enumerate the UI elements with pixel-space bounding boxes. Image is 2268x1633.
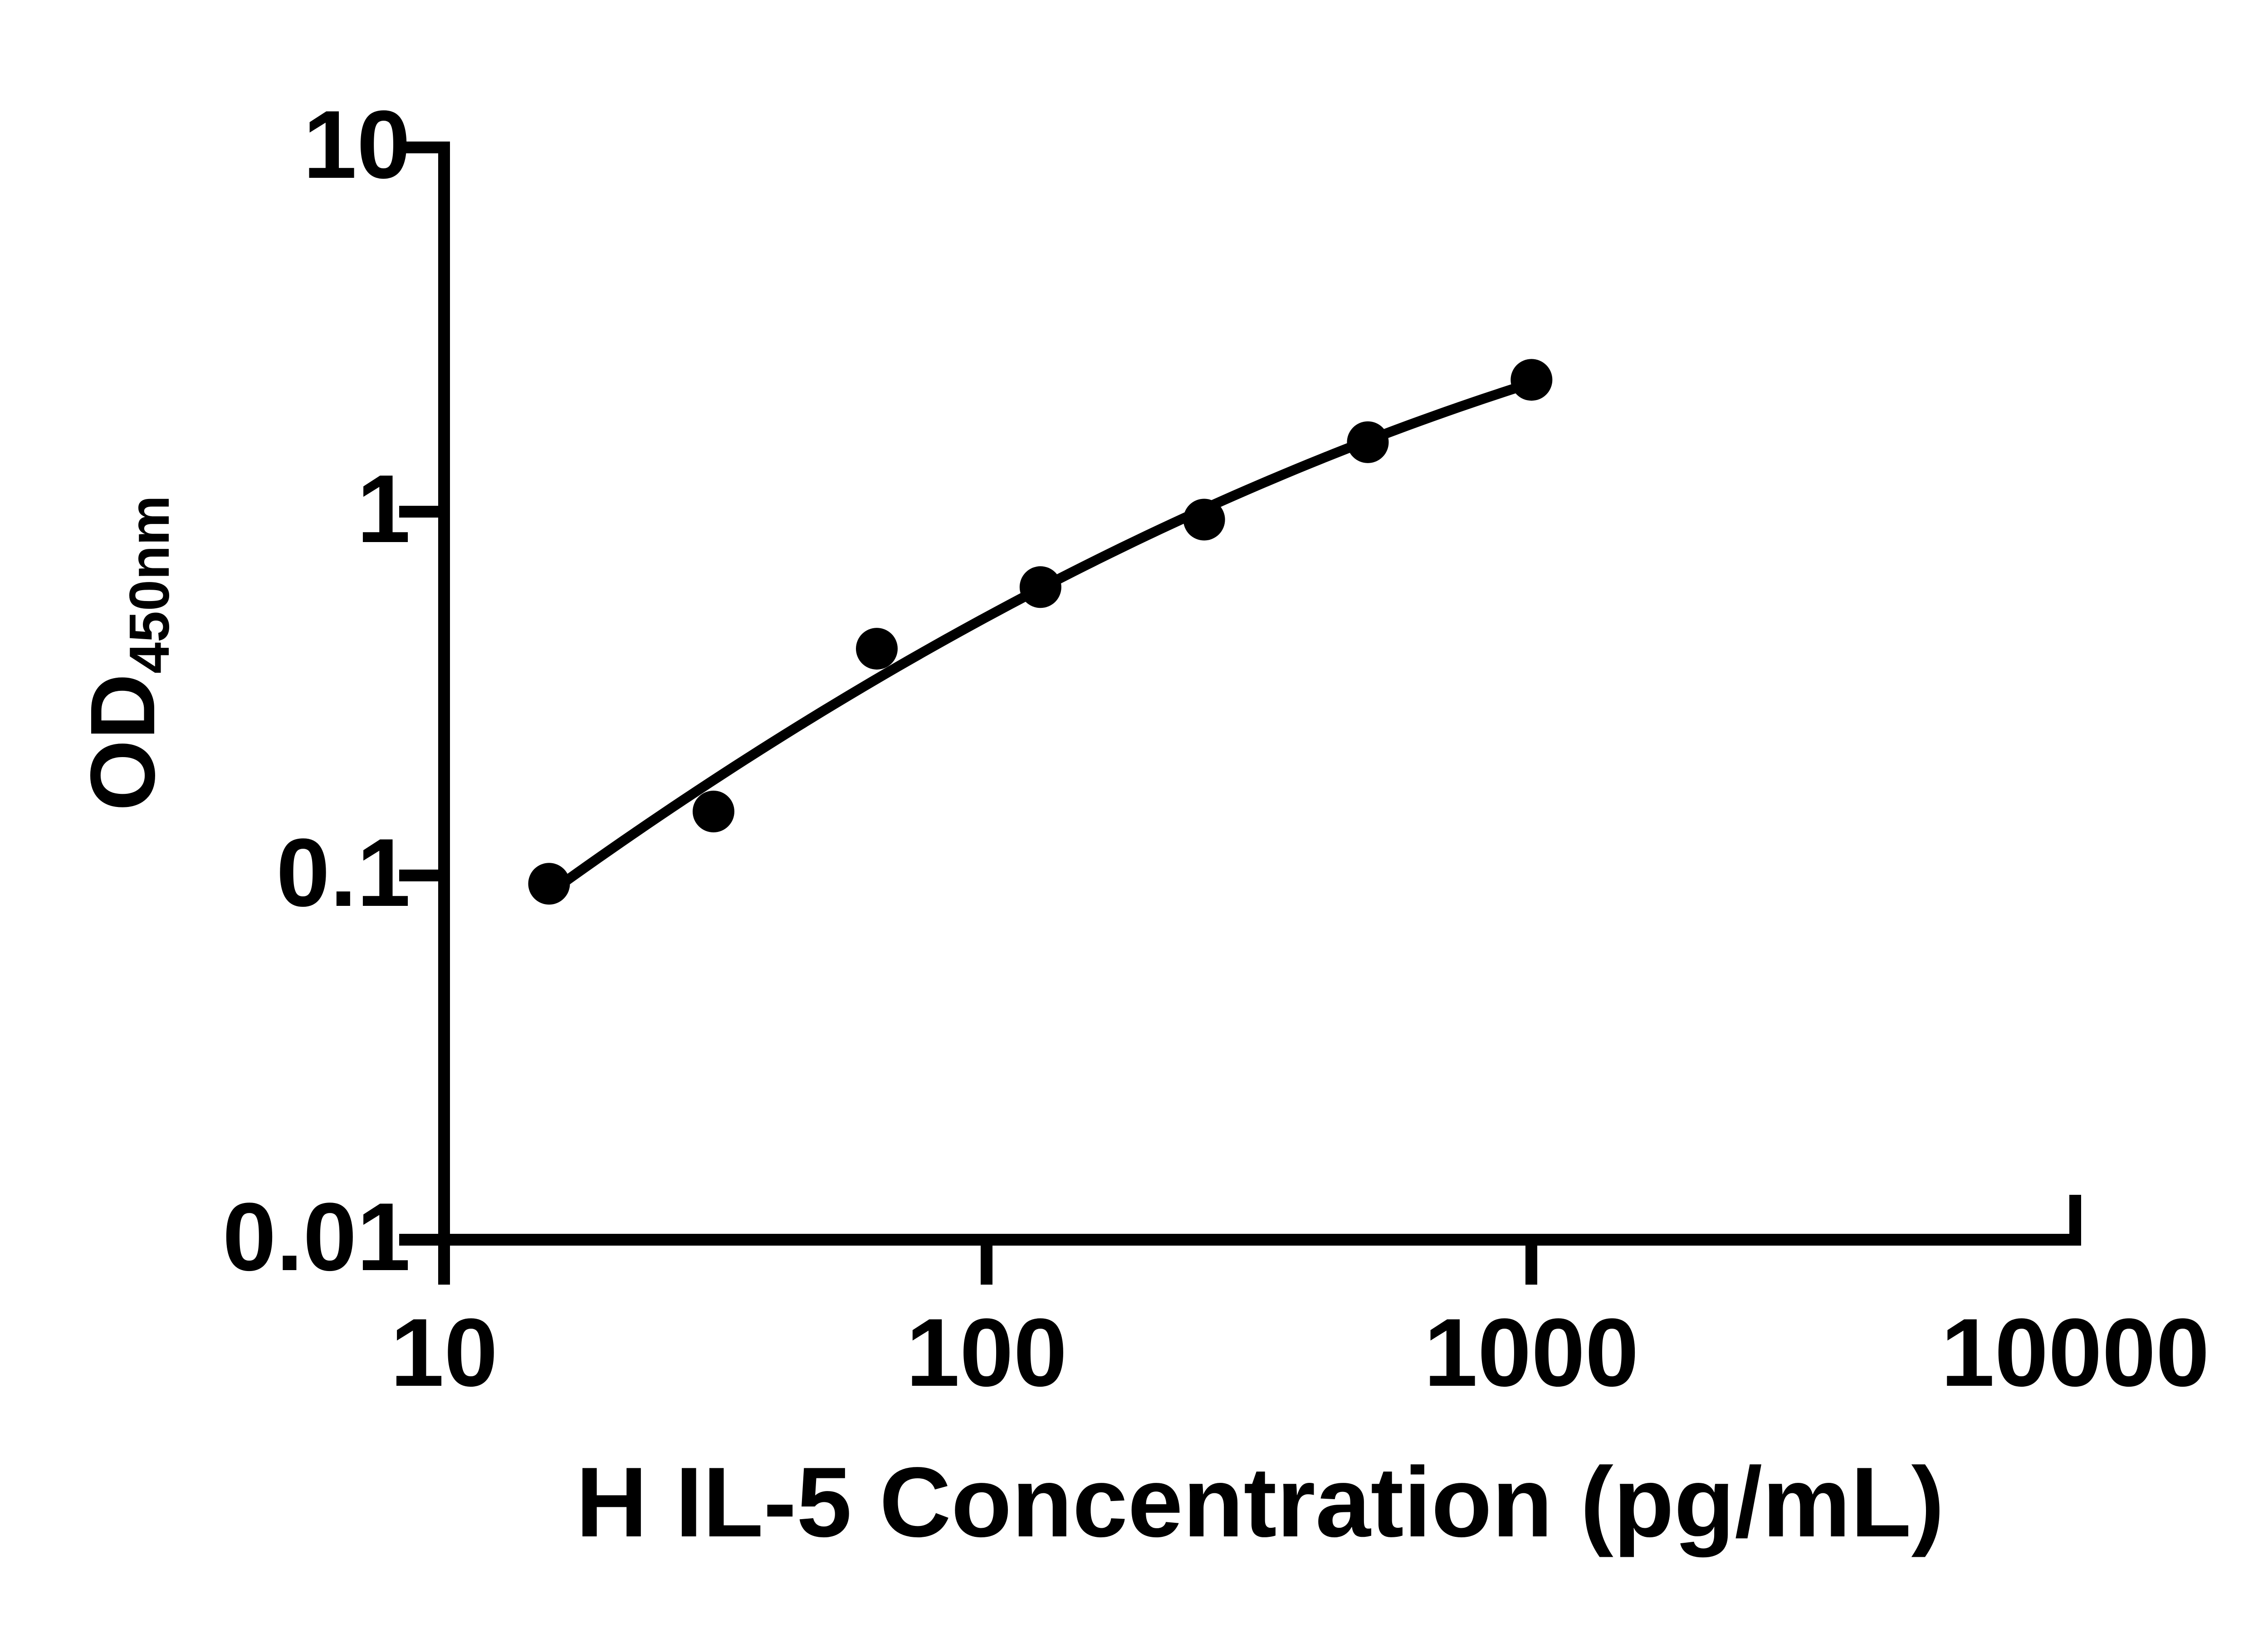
svg-text:10: 10 xyxy=(303,91,411,199)
svg-text:100: 100 xyxy=(906,1299,1067,1407)
svg-text:10: 10 xyxy=(391,1299,498,1407)
svg-text:0.01: 0.01 xyxy=(222,1183,411,1291)
svg-text:0.1: 0.1 xyxy=(276,819,411,927)
svg-text:10000: 10000 xyxy=(1941,1299,2209,1407)
svg-text:1000: 1000 xyxy=(1424,1299,1639,1407)
svg-text:H IL-5 Concentration (pg/mL): H IL-5 Concentration (pg/mL) xyxy=(576,1447,1944,1558)
svg-text:1: 1 xyxy=(357,455,411,563)
